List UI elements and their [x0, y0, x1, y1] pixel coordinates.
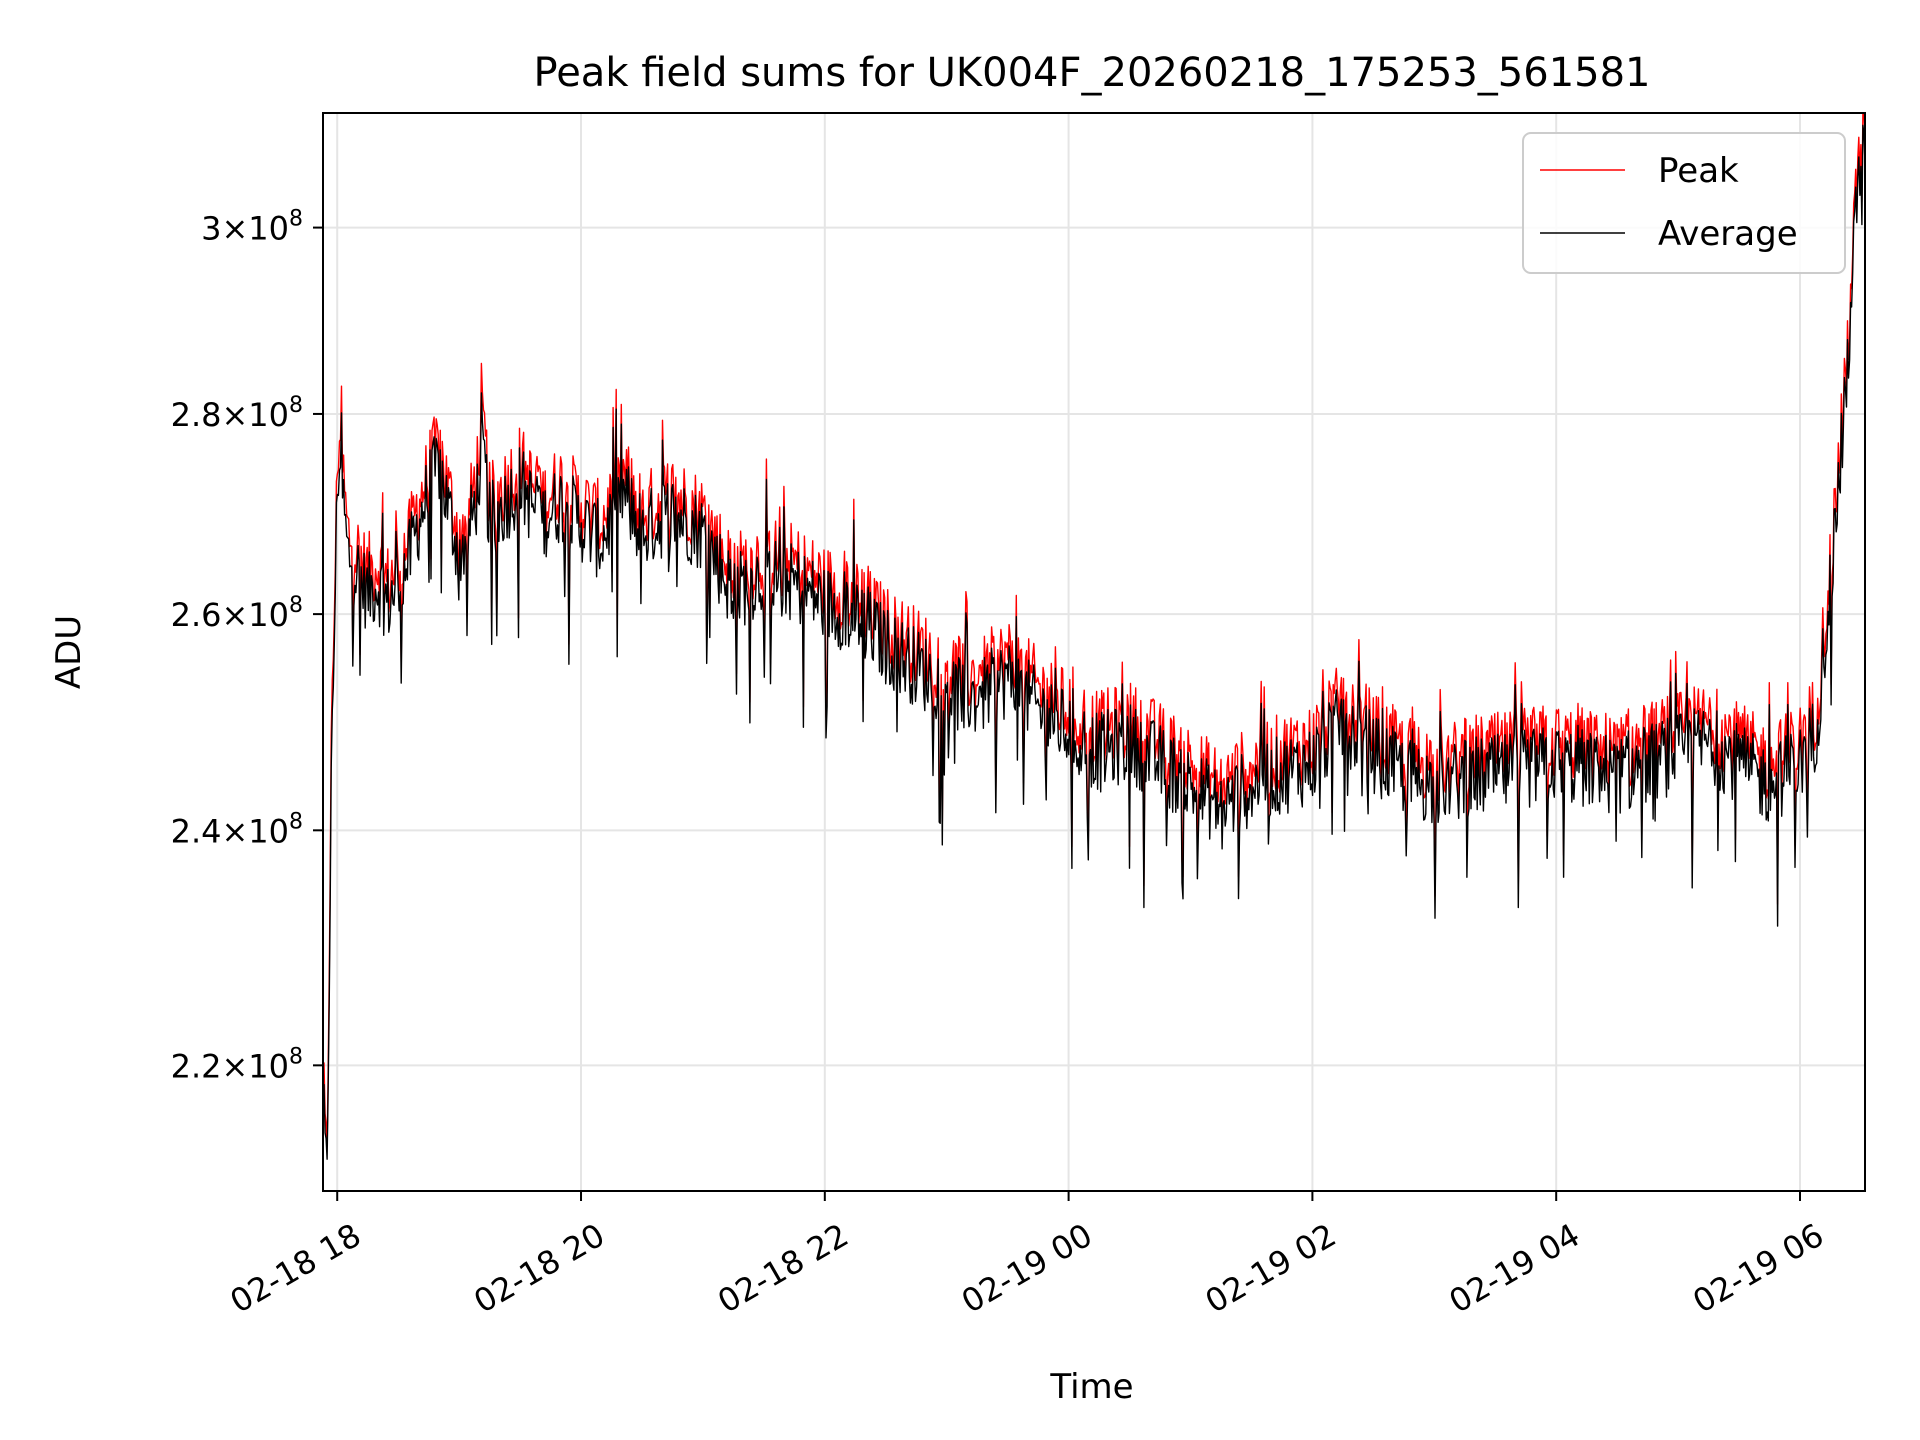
y-axis-label: ADU — [49, 615, 89, 689]
series-line-peak — [322, 112, 1866, 1147]
series-line-average — [322, 124, 1866, 1160]
chart-title: Peak field sums for UK004F_20260218_1752… — [534, 50, 1651, 96]
legend-box — [1522, 132, 1846, 274]
y-tick-label: 3×108 — [201, 207, 303, 248]
legend-label-peak: Peak — [1658, 151, 1739, 191]
legend-label-average: Average — [1658, 214, 1798, 254]
y-tick-label: 2.2×108 — [171, 1044, 303, 1085]
legend: Peak Average — [1522, 132, 1846, 274]
y-tick-label: 2.4×108 — [171, 809, 303, 850]
y-tick-label: 2.8×108 — [171, 393, 303, 434]
plot-frame — [322, 112, 1866, 1192]
series-lines — [322, 112, 1866, 1160]
y-axis-ticks: 2.2×108 2.4×108 2.6×108 2.8×108 3×108 — [171, 207, 323, 1085]
x-axis-label: Time — [1049, 1367, 1133, 1407]
y-tick-label: 2.6×108 — [171, 593, 303, 634]
